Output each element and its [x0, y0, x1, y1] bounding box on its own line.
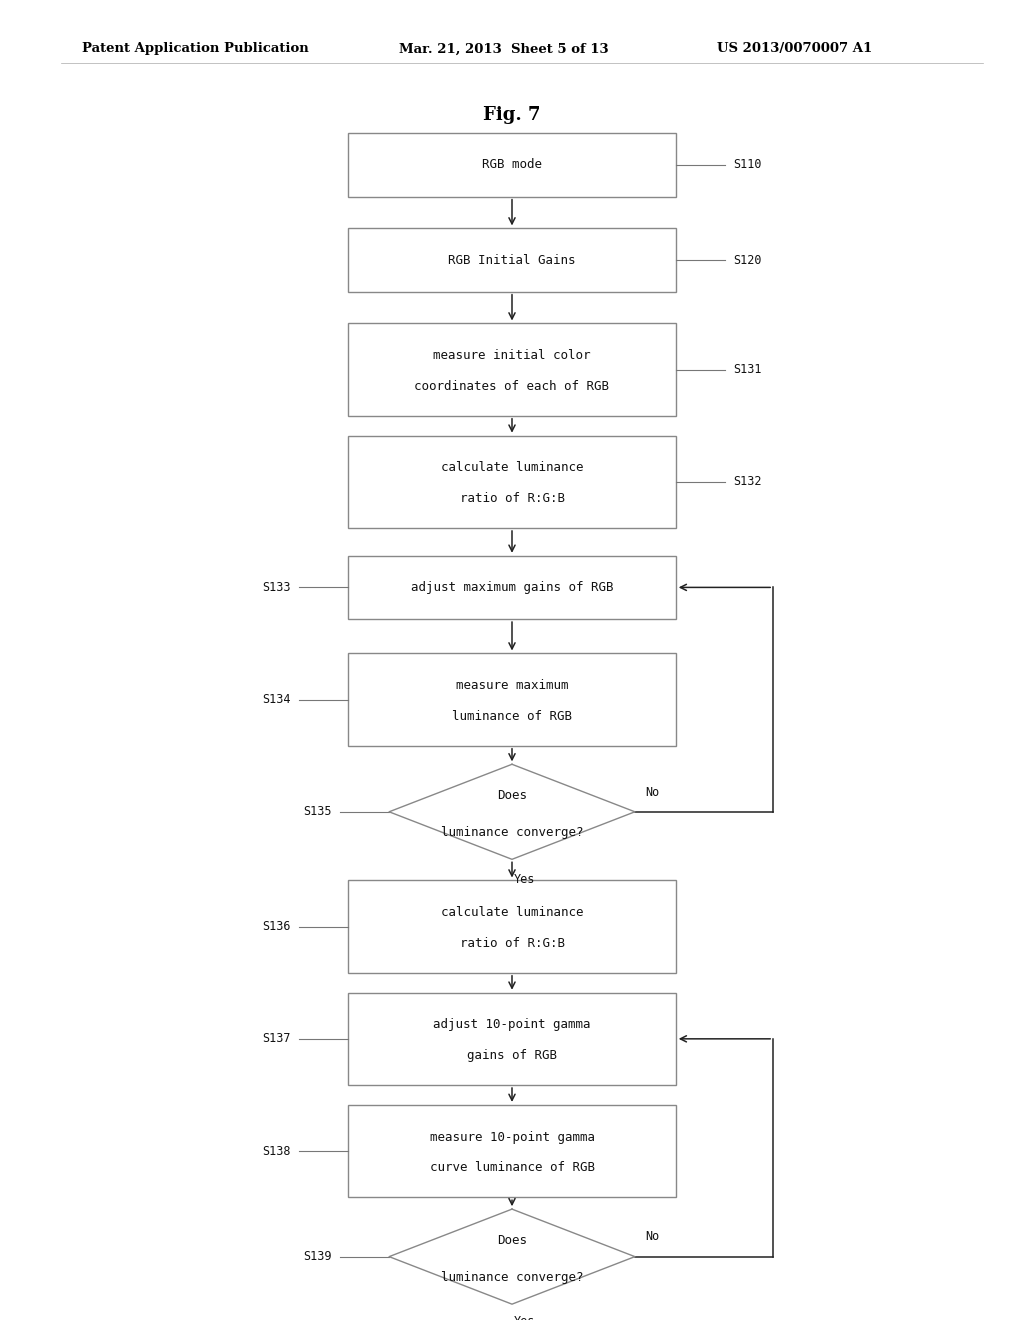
Text: S138: S138 [262, 1144, 291, 1158]
Text: luminance of RGB: luminance of RGB [452, 710, 572, 723]
FancyBboxPatch shape [348, 1105, 676, 1197]
FancyBboxPatch shape [348, 133, 676, 197]
Text: Does: Does [497, 1234, 527, 1247]
Text: US 2013/0070007 A1: US 2013/0070007 A1 [717, 42, 872, 55]
Text: Yes: Yes [514, 1315, 535, 1320]
Text: S131: S131 [733, 363, 762, 376]
Text: S134: S134 [262, 693, 291, 706]
Text: luminance converge?: luminance converge? [440, 826, 584, 840]
Text: Does: Does [497, 789, 527, 803]
Text: Patent Application Publication: Patent Application Publication [82, 42, 308, 55]
Text: ratio of R:G:B: ratio of R:G:B [460, 492, 564, 506]
Text: No: No [645, 785, 659, 799]
Text: S137: S137 [262, 1032, 291, 1045]
Polygon shape [389, 1209, 635, 1304]
Text: ratio of R:G:B: ratio of R:G:B [460, 937, 564, 950]
FancyBboxPatch shape [348, 556, 676, 619]
Text: RGB mode: RGB mode [482, 158, 542, 172]
Text: S132: S132 [733, 475, 762, 488]
Text: No: No [645, 1230, 659, 1243]
Text: adjust maximum gains of RGB: adjust maximum gains of RGB [411, 581, 613, 594]
Text: curve luminance of RGB: curve luminance of RGB [429, 1162, 595, 1175]
Text: Mar. 21, 2013  Sheet 5 of 13: Mar. 21, 2013 Sheet 5 of 13 [399, 42, 609, 55]
FancyBboxPatch shape [348, 993, 676, 1085]
Polygon shape [389, 764, 635, 859]
FancyBboxPatch shape [348, 323, 676, 416]
Text: measure maximum: measure maximum [456, 680, 568, 692]
Text: S136: S136 [262, 920, 291, 933]
FancyBboxPatch shape [348, 653, 676, 746]
FancyBboxPatch shape [348, 436, 676, 528]
Text: S139: S139 [303, 1250, 332, 1263]
Text: S135: S135 [303, 805, 332, 818]
Text: S133: S133 [262, 581, 291, 594]
Text: calculate luminance: calculate luminance [440, 907, 584, 919]
Text: coordinates of each of RGB: coordinates of each of RGB [415, 380, 609, 393]
Text: adjust 10-point gamma: adjust 10-point gamma [433, 1019, 591, 1031]
Text: gains of RGB: gains of RGB [467, 1049, 557, 1063]
Text: S120: S120 [733, 253, 762, 267]
FancyBboxPatch shape [348, 880, 676, 973]
Text: RGB Initial Gains: RGB Initial Gains [449, 253, 575, 267]
Text: S110: S110 [733, 158, 762, 172]
FancyBboxPatch shape [348, 228, 676, 292]
Text: calculate luminance: calculate luminance [440, 462, 584, 474]
Text: Yes: Yes [514, 873, 535, 886]
Text: measure initial color: measure initial color [433, 350, 591, 362]
Text: luminance converge?: luminance converge? [440, 1271, 584, 1284]
Text: measure 10-point gamma: measure 10-point gamma [429, 1131, 595, 1143]
Text: Fig. 7: Fig. 7 [483, 106, 541, 124]
